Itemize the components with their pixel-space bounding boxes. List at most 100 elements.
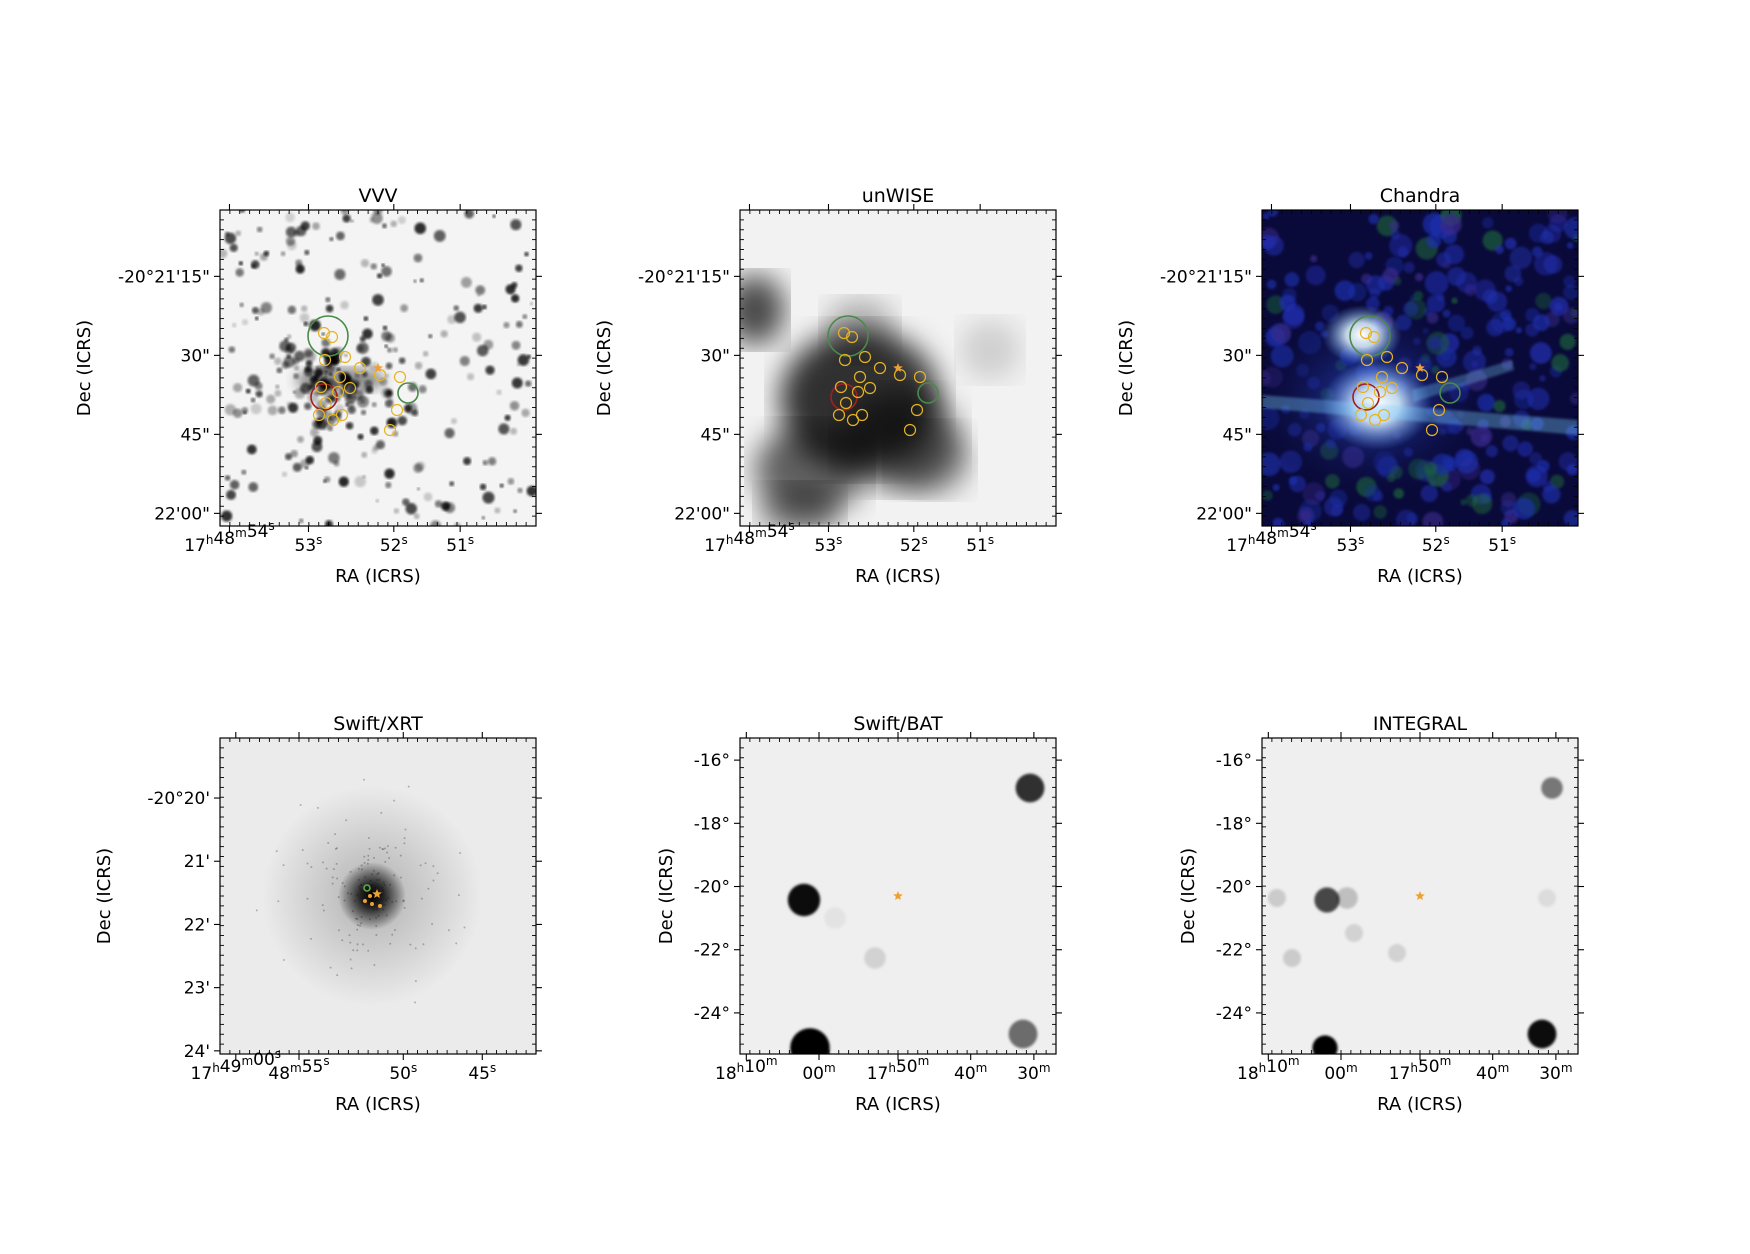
green-circle-marker — [363, 884, 371, 892]
panel-image — [740, 210, 1056, 526]
x-tick-label: 53s — [815, 533, 843, 556]
x-tick-label: 40m — [954, 1061, 987, 1084]
panel-unwise: unWISE 17h48m54s 53s 52s 51s -20°21'15" 30" 45"… — [594, 185, 1062, 587]
yellow-circle-marker — [1385, 381, 1399, 395]
yellow-circle-marker — [1354, 408, 1368, 422]
yellow-circle-marker — [383, 423, 397, 437]
y-tick-label: 23' — [184, 979, 210, 999]
orange-star-marker — [893, 363, 903, 372]
y-tick-label: -20°20' — [147, 789, 210, 809]
y-tick-label: 30" — [701, 346, 730, 366]
yellow-circle-marker — [314, 380, 328, 394]
x-axis-label: RA (ICRS) — [335, 566, 421, 587]
x-tick-label: 53s — [1337, 533, 1365, 556]
yellow-circle-marker — [1375, 370, 1389, 384]
x-tick-label: 18h10m — [1237, 1054, 1300, 1084]
yellow-circle-marker — [838, 353, 852, 367]
x-tick-label: 52s — [900, 533, 928, 556]
y-axis-label: Dec (ICRS) — [1116, 320, 1137, 416]
y-tick-label: 22' — [184, 915, 210, 935]
yellow-circle-marker — [858, 350, 872, 364]
y-tick-label: -18° — [1216, 814, 1252, 834]
x-tick-label: 17h50m — [867, 1054, 930, 1084]
x-tick-label: 40m — [1476, 1061, 1509, 1084]
yellow-circle-marker — [903, 423, 917, 437]
y-tick-label: 45" — [701, 425, 730, 445]
x-tick-label: 51s — [446, 533, 474, 556]
yellow-circle-marker — [1380, 350, 1394, 364]
x-tick-label: 51s — [966, 533, 994, 556]
x-tick-label: 17h48m54s — [704, 519, 795, 556]
yellow-circle-marker — [873, 361, 887, 375]
yellow-circle-marker — [855, 408, 869, 422]
y-tick-label: -20° — [1216, 878, 1252, 898]
x-tick-label: 52s — [380, 533, 408, 556]
source-markers — [827, 315, 939, 437]
orange-star-marker — [1415, 363, 1425, 372]
y-tick-label: -20° — [694, 878, 730, 898]
yellow-circle-marker — [378, 904, 382, 908]
yellow-circle-marker — [1367, 330, 1381, 344]
yellow-circle-marker — [1435, 370, 1449, 384]
panel-image — [1262, 738, 1578, 1054]
yellow-circle-marker — [325, 330, 339, 344]
green-circle-marker — [1439, 382, 1461, 404]
yellow-circle-marker — [1377, 408, 1391, 422]
yellow-circle-marker — [368, 894, 372, 898]
yellow-circle-marker — [1356, 380, 1370, 394]
yellow-circle-marker — [851, 385, 865, 399]
source-markers — [893, 891, 903, 900]
x-tick-label: 17h50m — [1389, 1054, 1452, 1084]
x-axis-label: RA (ICRS) — [1377, 566, 1463, 587]
y-tick-label: 21' — [184, 852, 210, 872]
green-circle-marker — [397, 382, 419, 404]
yellow-circle-marker — [1359, 326, 1373, 340]
panel-image — [740, 738, 1056, 1054]
y-tick-label: -20°21'15" — [1160, 267, 1252, 287]
source-markers — [1415, 891, 1425, 900]
yellow-circle-marker — [846, 413, 860, 427]
y-axis-label: Dec (ICRS) — [94, 848, 115, 944]
y-tick-label: -20°21'15" — [638, 267, 730, 287]
y-tick-label: -16° — [694, 751, 730, 771]
orange-star-marker — [373, 363, 383, 372]
yellow-circle-marker — [353, 361, 367, 375]
y-tick-label: 45" — [181, 425, 210, 445]
yellow-circle-marker — [312, 408, 326, 422]
y-tick-label: 22'00" — [674, 504, 730, 524]
orange-star-marker — [893, 891, 903, 900]
minor-ticks — [1262, 738, 1578, 1054]
x-axis-label: RA (ICRS) — [855, 1094, 941, 1115]
x-tick-label: 52s — [1422, 533, 1450, 556]
x-tick-label: 00m — [802, 1061, 835, 1084]
x-tick-label: 17h49m00s — [191, 1047, 281, 1084]
panel-vvv: VVV 17h48m54s 53s 52s 51s -20°21'15" 30" 45" 22'… — [74, 185, 542, 587]
y-tick-label: -20°21'15" — [118, 267, 210, 287]
panel-integral: INTEGRAL 18h10m 00m 17h50m 40m 30m -16° -18° -20… — [1178, 713, 1584, 1115]
y-tick-label: -22° — [694, 941, 730, 961]
yellow-circle-marker — [343, 381, 357, 395]
yellow-circle-marker — [1395, 361, 1409, 375]
y-axis-label: Dec (ICRS) — [74, 320, 95, 416]
yellow-circle-marker — [393, 370, 407, 384]
panel-title: INTEGRAL — [1373, 713, 1468, 735]
panel-title: Swift/BAT — [853, 713, 943, 735]
yellow-circle-marker — [1373, 385, 1387, 399]
panel-chandra: Chandra 17h48m54s 53s 52s 51s -20°21'15" 30" 45… — [1116, 185, 1584, 587]
y-axis-label: Dec (ICRS) — [656, 848, 677, 944]
green-circle-marker — [917, 382, 939, 404]
y-tick-label: 24' — [184, 1042, 210, 1062]
y-tick-label: -16° — [1216, 751, 1252, 771]
y-axis-label: Dec (ICRS) — [1178, 848, 1199, 944]
minor-ticks — [1262, 210, 1578, 526]
x-tick-label: 45s — [468, 1061, 496, 1084]
yellow-circle-marker — [834, 380, 848, 394]
panel-title: VVV — [359, 185, 398, 207]
yellow-circle-marker — [1360, 353, 1374, 367]
x-axis-label: RA (ICRS) — [335, 1094, 421, 1115]
x-tick-label: 48m55s — [268, 1054, 329, 1084]
minor-ticks — [220, 210, 536, 526]
y-tick-label: -24° — [1216, 1004, 1252, 1024]
y-tick-label: 30" — [181, 346, 210, 366]
